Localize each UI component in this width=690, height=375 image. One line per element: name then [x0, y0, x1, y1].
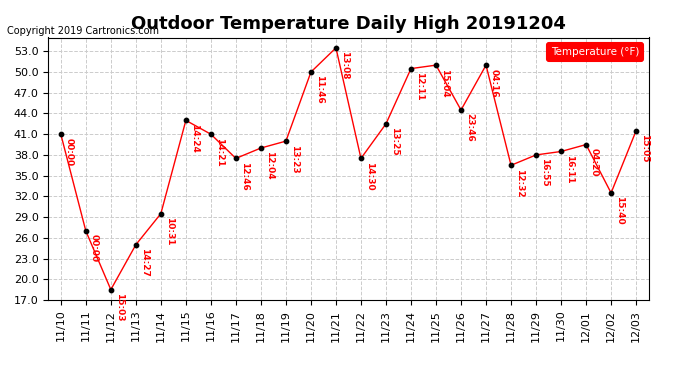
Text: Copyright 2019 Cartronics.com: Copyright 2019 Cartronics.com — [7, 26, 159, 36]
Text: 23:46: 23:46 — [465, 114, 474, 142]
Text: 14:24: 14:24 — [190, 124, 199, 153]
Text: 15:04: 15:04 — [440, 69, 449, 97]
Text: 13:08: 13:08 — [339, 51, 348, 80]
Point — [406, 66, 417, 72]
Text: 14:30: 14:30 — [365, 162, 374, 190]
Point — [130, 242, 141, 248]
Point — [455, 107, 466, 113]
Point — [331, 45, 342, 51]
Title: Outdoor Temperature Daily High 20191204: Outdoor Temperature Daily High 20191204 — [131, 15, 566, 33]
Point — [580, 142, 591, 148]
Text: 15:05: 15:05 — [640, 134, 649, 163]
Point — [631, 128, 642, 134]
Point — [80, 228, 91, 234]
Point — [480, 62, 491, 68]
Point — [206, 131, 217, 137]
Text: 00:00: 00:00 — [65, 138, 74, 166]
Point — [380, 121, 391, 127]
Point — [255, 145, 266, 151]
Point — [155, 211, 166, 217]
Point — [180, 117, 191, 123]
Point — [531, 152, 542, 158]
Text: 15:03: 15:03 — [115, 293, 124, 322]
Point — [106, 286, 117, 292]
Point — [606, 190, 617, 196]
Text: 10:31: 10:31 — [165, 217, 174, 246]
Text: 11:46: 11:46 — [315, 75, 324, 104]
Text: 04:20: 04:20 — [590, 148, 599, 177]
Text: 13:25: 13:25 — [390, 127, 399, 156]
Point — [506, 162, 517, 168]
Text: 16:55: 16:55 — [540, 158, 549, 187]
Text: 04:16: 04:16 — [490, 69, 499, 97]
Text: 16:11: 16:11 — [565, 155, 574, 183]
Point — [555, 148, 566, 154]
Text: 12:32: 12:32 — [515, 169, 524, 197]
Text: 13:23: 13:23 — [290, 145, 299, 173]
Text: 14:21: 14:21 — [215, 138, 224, 166]
Point — [280, 138, 291, 144]
Text: 00:00: 00:00 — [90, 234, 99, 262]
Text: 12:04: 12:04 — [265, 152, 274, 180]
Legend: Temperature (°F): Temperature (°F) — [546, 43, 643, 61]
Point — [230, 155, 241, 161]
Point — [355, 155, 366, 161]
Point — [55, 131, 66, 137]
Text: 12:11: 12:11 — [415, 72, 424, 100]
Text: 12:46: 12:46 — [239, 162, 248, 190]
Text: 15:40: 15:40 — [615, 196, 624, 225]
Point — [431, 62, 442, 68]
Point — [306, 69, 317, 75]
Text: 14:27: 14:27 — [139, 248, 148, 277]
